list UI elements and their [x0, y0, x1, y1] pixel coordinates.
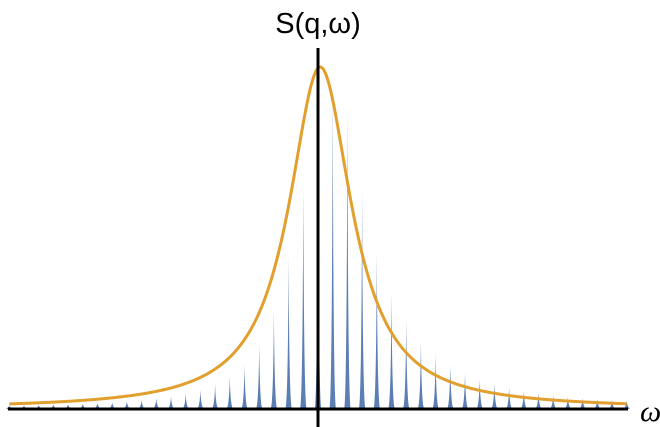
spike [402, 320, 410, 409]
spike [211, 384, 219, 409]
spike [432, 354, 439, 409]
spike [623, 401, 631, 409]
spike [123, 401, 131, 409]
spike [255, 344, 263, 409]
spike [182, 393, 190, 409]
spike [579, 398, 586, 409]
spike [446, 364, 454, 409]
spike [197, 389, 204, 409]
x-axis-label: ω [640, 395, 660, 427]
spike [167, 396, 175, 409]
spike [417, 340, 425, 409]
spike [241, 364, 248, 409]
spike [285, 255, 292, 409]
spike [226, 376, 234, 409]
spike [270, 309, 278, 409]
spike [388, 292, 395, 409]
spike [491, 383, 498, 409]
y-axis-label: S(q,ω) [275, 8, 361, 40]
spike [138, 400, 145, 409]
spike [461, 373, 469, 409]
spike [476, 378, 484, 409]
spike [564, 396, 572, 409]
spike [344, 108, 351, 409]
spike [152, 398, 160, 409]
spike [329, 87, 337, 410]
spike [299, 183, 307, 409]
spike [549, 394, 557, 409]
spike [535, 392, 542, 409]
spike [373, 251, 381, 409]
spike [358, 190, 366, 409]
spike [520, 390, 528, 409]
spike [108, 402, 116, 409]
spike [505, 387, 513, 409]
